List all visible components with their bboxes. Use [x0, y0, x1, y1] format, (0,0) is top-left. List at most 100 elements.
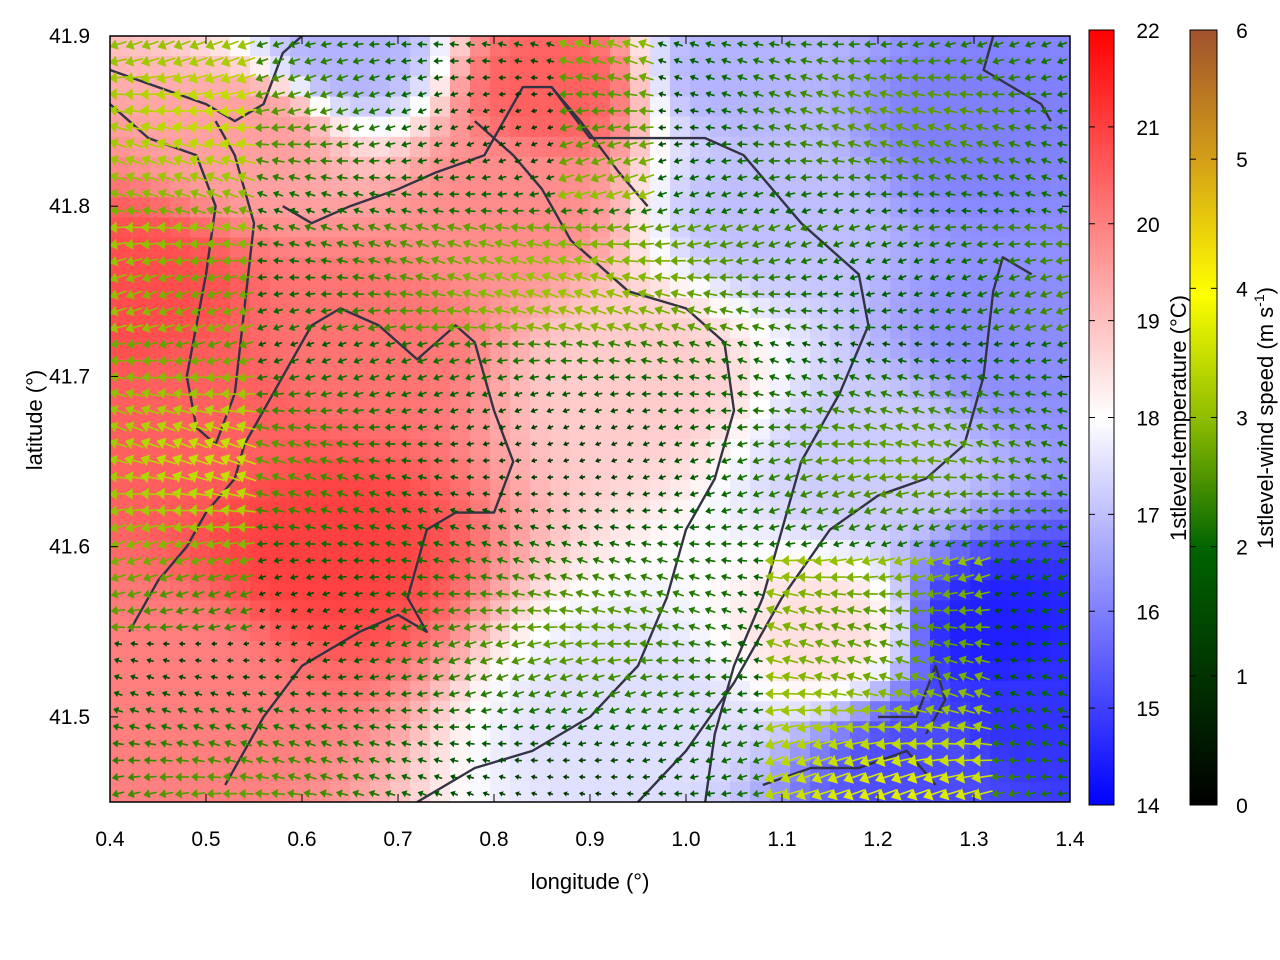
heatmap-cell [250, 741, 271, 763]
heatmap-cell [470, 721, 491, 743]
heatmap-cell [670, 76, 691, 98]
heatmap-cell [790, 217, 811, 239]
heatmap-cell [490, 177, 511, 198]
heatmap-cell [710, 378, 731, 400]
heatmap-cell [690, 701, 711, 722]
heatmap-cell [230, 600, 251, 622]
heatmap-cell [350, 560, 371, 581]
heatmap-cell [590, 439, 611, 460]
heatmap-cell [270, 761, 291, 783]
heatmap-cell [390, 398, 411, 420]
heatmap-cell [990, 721, 1011, 743]
heatmap-cell [630, 338, 651, 360]
windspeed-colorbar-label: 1stlevel-wind speed (m s-1) [1251, 287, 1278, 549]
heatmap-cell [390, 499, 411, 521]
heatmap-cell [670, 136, 691, 158]
heatmap-cell [730, 156, 751, 178]
heatmap-cell [990, 338, 1011, 360]
heatmap-cell [450, 499, 471, 521]
heatmap-cell [350, 681, 371, 702]
heatmap-cell [790, 177, 811, 198]
heatmap-cell [590, 338, 611, 360]
x-tick-label: 0.6 [287, 828, 316, 851]
heatmap-cell [470, 56, 491, 77]
heatmap-cell [290, 600, 311, 622]
heatmap-cell [570, 76, 591, 98]
heatmap-cell [630, 519, 651, 541]
heatmap-cell [310, 378, 331, 400]
heatmap-cell [910, 136, 931, 158]
heatmap-cell [750, 660, 771, 682]
heatmap-cell [830, 358, 851, 380]
heatmap-cell [1030, 479, 1051, 501]
heatmap-cell [290, 419, 311, 440]
heatmap-cell [490, 721, 511, 743]
heatmap-cell [190, 721, 211, 743]
heatmap-cell [410, 257, 431, 279]
heatmap-cell [710, 781, 731, 802]
heatmap-cell [190, 761, 211, 783]
heatmap-cell [590, 378, 611, 400]
heatmap-cell [870, 419, 891, 440]
heatmap-cell [430, 499, 451, 521]
heatmap-cell [1030, 519, 1051, 541]
heatmap-cell [330, 76, 351, 98]
heatmap-cell [430, 419, 451, 440]
heatmap-cell [230, 136, 251, 158]
heatmap-cell [670, 580, 691, 602]
heatmap-cell [770, 338, 791, 360]
heatmap-cell [790, 741, 811, 763]
heatmap-cell [610, 580, 631, 602]
heatmap-cell [1050, 580, 1070, 602]
heatmap-cell [690, 459, 711, 481]
heatmap-cell [390, 620, 411, 642]
heatmap-cell [370, 298, 391, 319]
heatmap-cell [550, 761, 571, 783]
heatmap-cell [250, 56, 271, 77]
heatmap-cell [430, 741, 451, 763]
heatmap-cell [110, 741, 131, 763]
heatmap-cell [730, 439, 751, 460]
heatmap-cell [790, 338, 811, 360]
heatmap-cell [410, 560, 431, 581]
heatmap-cell [150, 96, 171, 118]
heatmap-cell [630, 539, 651, 561]
heatmap-cell [190, 600, 211, 622]
heatmap-cell [910, 580, 931, 602]
heatmap-cell [350, 358, 371, 380]
heatmap-cell [670, 197, 691, 219]
heatmap-cell [730, 197, 751, 219]
heatmap-cell [750, 781, 771, 802]
heatmap-cell [650, 781, 671, 802]
heatmap-cell [490, 519, 511, 541]
heatmap-cell [550, 398, 571, 420]
heatmap-cell [750, 439, 771, 460]
heatmap-cell [510, 177, 531, 198]
heatmap-cell [270, 338, 291, 360]
heatmap-cell [450, 76, 471, 98]
heatmap-cell [630, 36, 651, 57]
heatmap-cell [450, 781, 471, 802]
heatmap-cell [670, 721, 691, 743]
heatmap-cell [130, 116, 151, 138]
heatmap-cell [530, 479, 551, 501]
heatmap-cell [110, 136, 131, 158]
heatmap-cell [490, 197, 511, 219]
heatmap-cell [310, 136, 331, 158]
heatmap-cell [270, 781, 291, 802]
heatmap-cell [670, 479, 691, 501]
heatmap-cell [390, 701, 411, 722]
heatmap-cell [350, 479, 371, 501]
heatmap-cell [350, 580, 371, 602]
heatmap-cell [670, 439, 691, 460]
heatmap-cell [510, 358, 531, 380]
heatmap-cell [730, 277, 751, 299]
heatmap-cell [270, 197, 291, 219]
temperature-colorbar-tick-label: 14 [1136, 795, 1160, 818]
heatmap-cell [910, 298, 931, 319]
heatmap-cell [510, 499, 531, 521]
heatmap-cell [150, 781, 171, 802]
heatmap-cell [550, 741, 571, 763]
heatmap-cell [230, 519, 251, 541]
heatmap-cell [690, 136, 711, 158]
